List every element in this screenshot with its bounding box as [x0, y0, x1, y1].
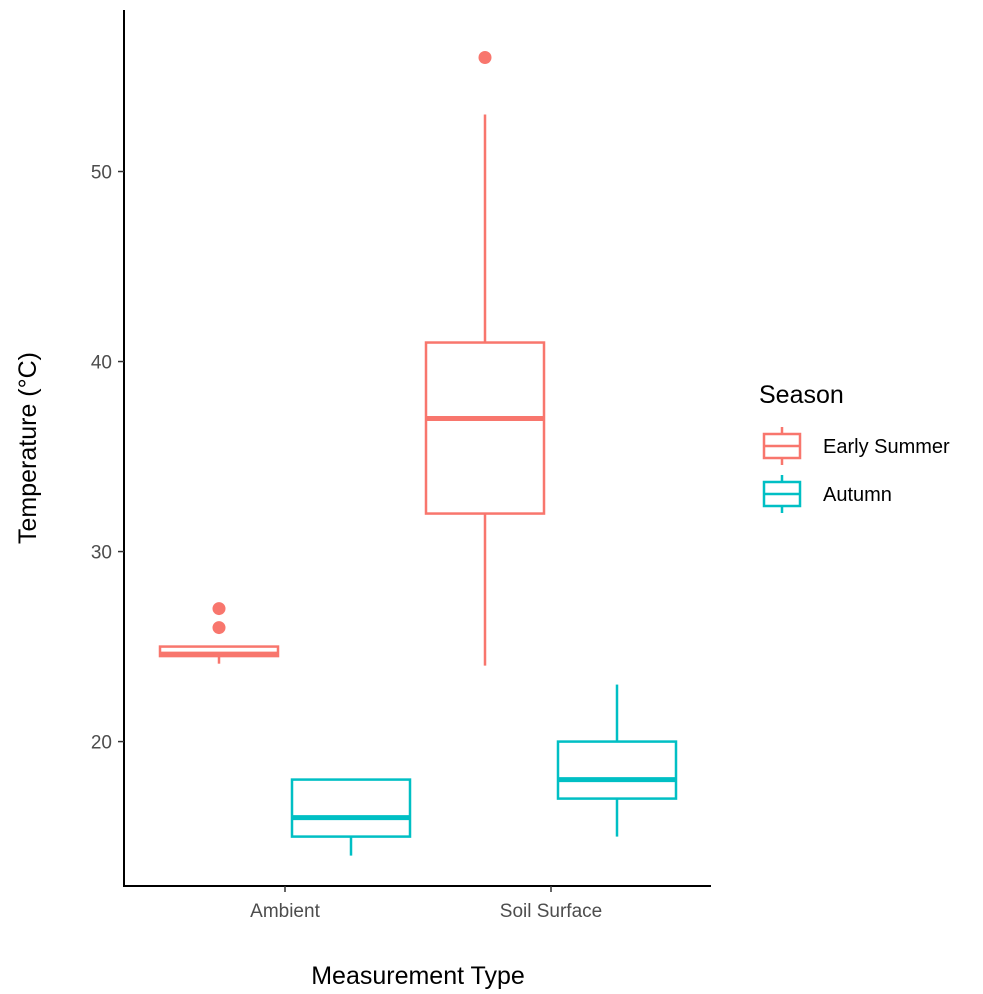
y-axis-title: Temperature (°C) — [14, 352, 42, 544]
outlier-point — [212, 621, 226, 635]
outlier-point — [212, 602, 226, 616]
legend-item-autumn: Autumn — [762, 475, 892, 513]
box-autumn-soil-surface — [556, 684, 678, 837]
x-tick-label: Ambient — [250, 901, 320, 922]
y-tick-label: 50 — [91, 163, 112, 184]
y-tick-label: 20 — [91, 733, 112, 754]
legend-title: Season — [759, 381, 844, 409]
y-tick-label: 30 — [91, 543, 112, 564]
y-tick-label: 40 — [91, 353, 112, 374]
box-early-summer-soil-surface — [424, 51, 546, 666]
box-iqr — [424, 341, 546, 515]
box-iqr — [556, 740, 678, 800]
legend: Season Early Summer Autumn — [759, 381, 950, 513]
outlier-point — [478, 51, 492, 65]
box-autumn-ambient — [290, 778, 412, 856]
y-axis-ticks: 20 30 40 50 — [91, 163, 124, 754]
legend-label: Autumn — [823, 484, 892, 506]
box-early-summer-ambient — [158, 602, 280, 664]
legend-item-early-summer: Early Summer — [762, 427, 950, 465]
plot-marks — [158, 51, 678, 856]
x-axis-ticks: Ambient Soil Surface — [250, 886, 602, 922]
legend-label: Early Summer — [823, 436, 950, 458]
x-tick-label: Soil Surface — [500, 901, 602, 922]
x-axis-title: Measurement Type — [311, 962, 525, 990]
box-iqr — [290, 778, 412, 838]
